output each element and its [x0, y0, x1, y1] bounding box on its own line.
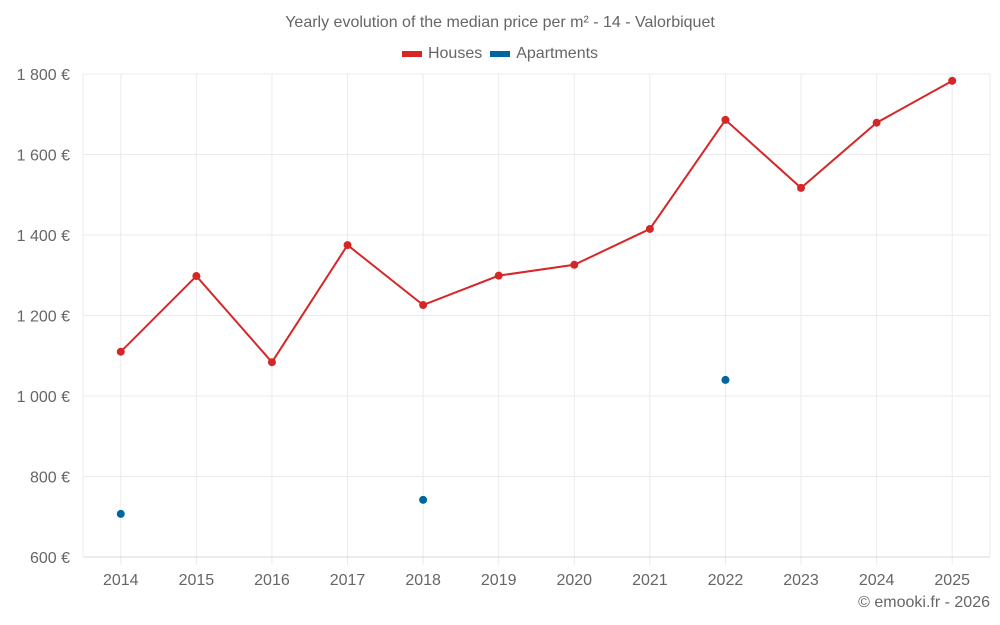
point-houses-2014: [116, 347, 125, 356]
point-apartments-2018: [419, 495, 428, 504]
x-tick-label: 2022: [708, 572, 744, 589]
x-tick-label: 2016: [254, 572, 290, 589]
x-tick-label: 2019: [481, 572, 517, 589]
x-tick-label: 2021: [632, 572, 668, 589]
x-tick-label: 2015: [179, 572, 215, 589]
x-tick-label: 2024: [859, 572, 895, 589]
x-tick-label: 2025: [934, 572, 970, 589]
legend-label-apartments: Apartments: [516, 45, 599, 62]
point-houses-2015: [192, 272, 201, 281]
legend-swatch-apartments: [490, 51, 511, 57]
legend: Houses Apartments: [0, 45, 1000, 63]
point-houses-2017: [343, 241, 352, 250]
point-apartments-2022: [721, 375, 730, 384]
point-houses-2024: [872, 118, 881, 127]
y-tick-label: 1 400 €: [17, 228, 70, 245]
series-line-houses: [120, 79, 953, 364]
x-tick-label: 2014: [103, 572, 139, 589]
y-tick-label: 600 €: [30, 550, 70, 567]
x-tick-label: 2023: [783, 572, 819, 589]
legend-label-houses: Houses: [427, 45, 483, 62]
x-tick-label: 2017: [330, 572, 366, 589]
point-apartments-2014: [116, 509, 125, 518]
point-houses-2020: [570, 260, 579, 269]
point-houses-2019: [494, 271, 503, 280]
chart-title: Yearly evolution of the median price per…: [285, 14, 715, 31]
x-tick-label: 2018: [405, 572, 441, 589]
legend-item-houses[interactable]: Houses: [401, 45, 483, 63]
point-houses-2022: [721, 115, 730, 124]
y-tick-label: 1 600 €: [17, 148, 70, 165]
point-houses-2016: [267, 358, 276, 367]
y-tick-label: 1 800 €: [17, 67, 70, 84]
point-houses-2025: [948, 76, 957, 85]
y-tick-label: 800 €: [30, 470, 70, 487]
y-tick-label: 1 200 €: [17, 309, 70, 326]
point-houses-2018: [419, 301, 428, 310]
point-houses-2023: [797, 183, 806, 192]
point-houses-2021: [645, 224, 654, 233]
legend-swatch-houses: [401, 51, 422, 57]
legend-item-apartments[interactable]: Apartments: [490, 45, 598, 63]
x-tick-label: 2020: [556, 572, 592, 589]
y-tick-label: 1 000 €: [17, 389, 70, 406]
credit-text: © emooki.fr - 2026: [858, 594, 990, 611]
